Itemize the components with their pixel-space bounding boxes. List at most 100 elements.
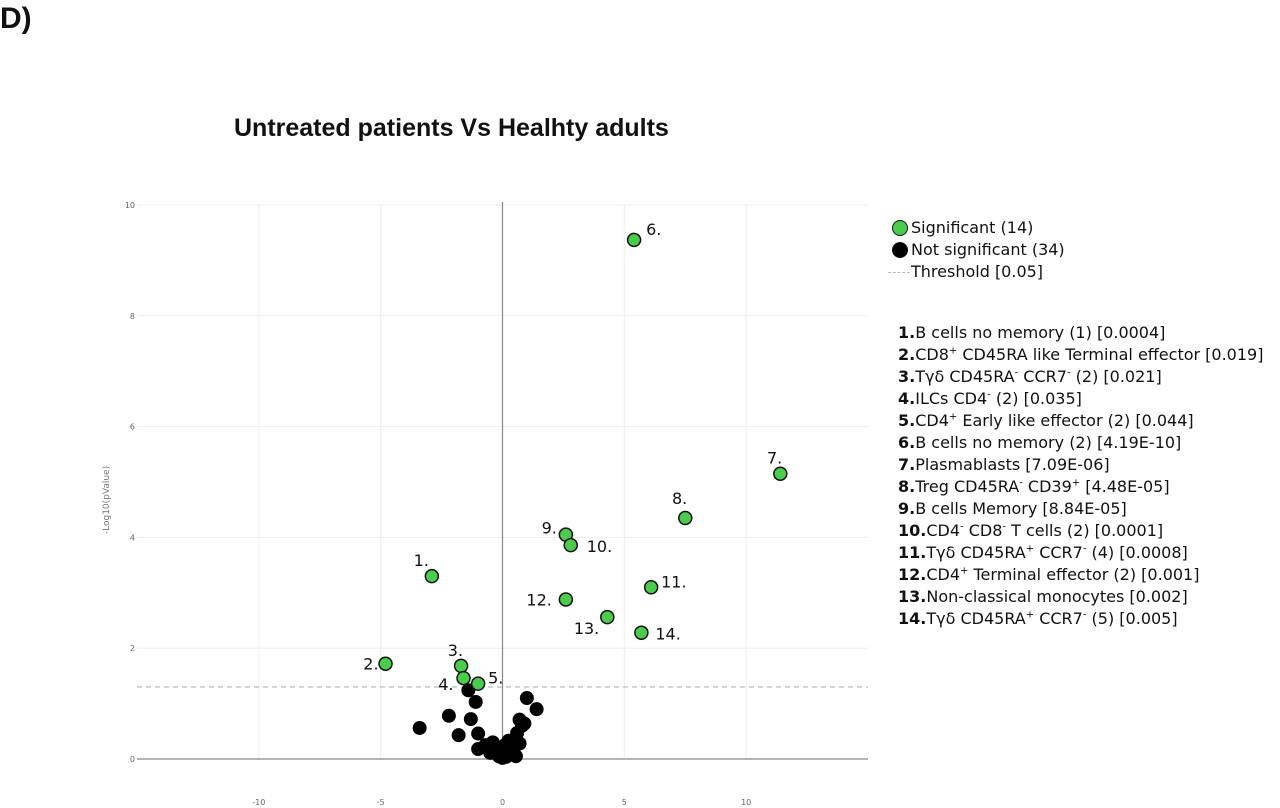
nonsignificant-point — [519, 691, 534, 706]
significant-point — [453, 658, 469, 674]
key-text: Tγδ CD45RA — [915, 367, 1015, 386]
y-axis-title-text: -Log10(pValue) — [102, 465, 112, 535]
key-item: 6. B cells no memory (2) [4.19E-10] — [898, 432, 1263, 454]
key-text: (4) [0.0008] — [1086, 543, 1188, 562]
nonsignificant-point — [478, 738, 493, 753]
key-number: 2. — [898, 345, 916, 364]
key-number: 4. — [898, 389, 916, 408]
key-superscript: + — [948, 345, 958, 357]
key-item: 5. CD4+ Early like effector (2) [0.044] — [898, 410, 1263, 432]
key-number: 10. — [898, 521, 927, 540]
point-label: 11. — [661, 572, 686, 591]
key-superscript: - — [1066, 367, 1071, 379]
nonsignificant-point — [412, 720, 427, 735]
point-label: 13. — [574, 619, 599, 638]
significant-point — [424, 568, 440, 584]
significant-point — [563, 537, 578, 553]
significant-point — [643, 580, 659, 595]
key-text: CD8 — [915, 345, 949, 364]
key-text: CD8 — [963, 521, 1003, 540]
nonsignificant-point — [441, 708, 456, 723]
key-superscript: - — [960, 521, 964, 533]
x-tick-label: 10 — [741, 798, 751, 807]
key-text: Tγδ CD45RA — [926, 609, 1026, 628]
key-item: 14. Tγδ CD45RA+ CCR7- (5) [0.005] — [898, 608, 1263, 630]
key-superscript: - — [1019, 477, 1023, 489]
key-text: Early like effector (2) [0.044] — [957, 411, 1194, 430]
legend-item-not-significant: Not significant (34) — [888, 239, 1065, 261]
point-label: 1. — [414, 551, 429, 570]
point-key-list: 1. B cells no memory (1) [0.0004] 2. CD8+… — [898, 322, 1263, 630]
y-tick-label: 6 — [130, 423, 135, 432]
key-number: 12. — [898, 565, 927, 584]
key-superscript: + — [1025, 543, 1035, 555]
key-text: T cells (2) [0.0001] — [1006, 521, 1164, 540]
nonsignificant-point — [461, 683, 476, 698]
key-text: Tγδ CD45RA — [926, 543, 1026, 562]
key-number: 1. — [898, 323, 916, 342]
key-superscript: - — [1002, 521, 1006, 533]
key-number: 7. — [898, 455, 916, 474]
significant-point — [600, 609, 615, 625]
key-text: CCR7 — [1034, 609, 1083, 628]
key-superscript: + — [1071, 477, 1081, 489]
key-superscript: - — [1082, 543, 1087, 555]
point-label: 7. — [767, 449, 782, 468]
legend-label: Significant (14) — [911, 218, 1034, 237]
significant-point — [558, 592, 574, 607]
legend-symbol — [888, 217, 910, 239]
significant-point — [773, 466, 788, 481]
nonsignificant-point — [529, 702, 544, 717]
key-item: 8. Treg CD45RA- CD39+ [4.48E-05] — [898, 476, 1263, 498]
key-text: Terminal effector (2) [0.001] — [968, 565, 1200, 584]
legend-label: Threshold [0.05] — [911, 262, 1044, 281]
y-tick-label: 8 — [130, 312, 135, 321]
significant-point — [626, 232, 642, 248]
legend-symbol — [888, 239, 910, 261]
significant-point — [470, 676, 486, 691]
key-superscript: - — [1082, 609, 1087, 621]
key-text: CD45RA like Terminal effector [0.019] — [957, 345, 1264, 364]
key-number: 9. — [898, 499, 916, 518]
point-label: 9. — [542, 519, 557, 538]
key-number: 6. — [898, 433, 916, 452]
key-item: 9. B cells Memory [8.84E-05] — [898, 498, 1263, 520]
key-number: 14. — [898, 609, 927, 628]
nonsignificant-point — [463, 712, 478, 727]
point-label: 6. — [646, 220, 661, 239]
key-text: CD39 — [1022, 477, 1072, 496]
x-tick-label: 5 — [622, 798, 627, 807]
key-number: 3. — [898, 367, 916, 386]
legend-item-significant: Significant (14) — [888, 217, 1065, 239]
key-item: 4. ILCs CD4- (2) [0.035] — [898, 388, 1263, 410]
point-label: 5. — [488, 669, 503, 688]
key-superscript: + — [948, 411, 958, 423]
key-superscript: + — [960, 565, 969, 577]
legend-item-threshold: Threshold [0.05] — [888, 261, 1065, 283]
key-item: 3. Tγδ CD45RA- CCR7- (2) [0.021] — [898, 366, 1263, 388]
key-text: (5) [0.005] — [1086, 609, 1178, 628]
nonsignificant-point — [508, 749, 523, 764]
nonsignificant-point — [471, 726, 486, 741]
key-item: 10. CD4- CD8- T cells (2) [0.0001] — [898, 520, 1263, 542]
point-label: 2. — [363, 655, 378, 674]
key-text: (2) [0.035] — [990, 389, 1082, 408]
key-item: 7. Plasmablasts [7.09E-06] — [898, 454, 1263, 476]
point-label: 14. — [655, 625, 680, 644]
nonsignificant-point — [468, 694, 483, 709]
x-tick-label: -10 — [252, 798, 265, 807]
key-number: 13. — [898, 587, 927, 606]
y-tick-label: 0 — [130, 755, 135, 764]
volcano-plot: -10 -5 0 5 10 0 2 4 6 8 10 1. 2. 3. 4. 5. 6. 7. 8. 9. 10. 11.… — [125, 201, 868, 807]
key-text: ILCs CD4 — [915, 389, 988, 408]
key-superscript: - — [1014, 367, 1019, 379]
key-text: B cells no memory (1) [0.0004] — [915, 323, 1166, 342]
significant-point — [634, 625, 649, 640]
point-label: 3. — [448, 641, 463, 660]
key-item: 1. B cells no memory (1) [0.0004] — [898, 322, 1263, 344]
key-text: CD4 — [926, 521, 961, 540]
key-text: CD4 — [926, 565, 961, 584]
legend-label: Not significant (34) — [911, 240, 1065, 259]
significant-point — [456, 670, 471, 686]
y-tick-label: 4 — [130, 533, 135, 542]
